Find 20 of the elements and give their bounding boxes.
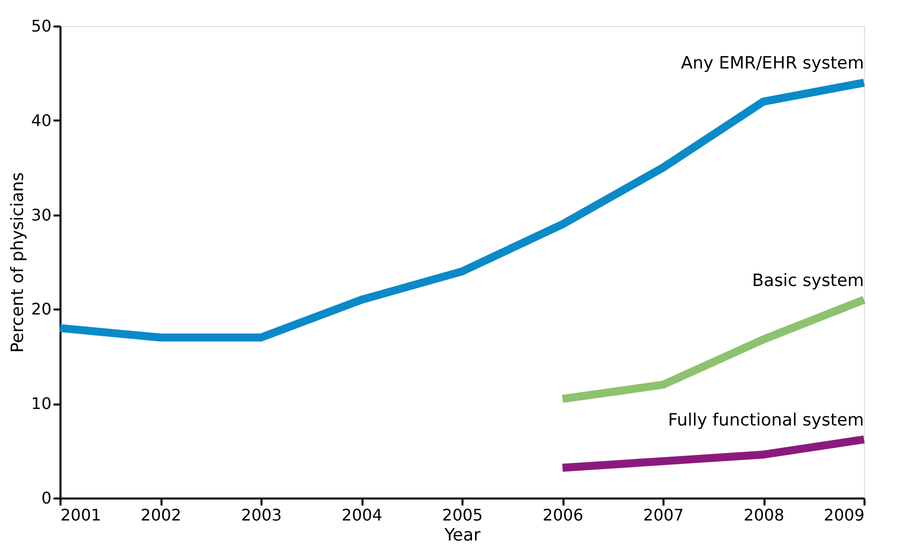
- y-axis-title: Percent of physicians: [8, 172, 28, 353]
- x-tick-label: 2009: [824, 506, 864, 524]
- y-tick-label: 10: [31, 394, 52, 414]
- series-label: Any EMR/EHR system: [680, 54, 864, 74]
- series-label: Fully functional system: [668, 410, 864, 430]
- y-tick-label: 40: [31, 110, 52, 130]
- x-tick-label: 2008: [744, 506, 784, 524]
- x-tick-label: 2006: [542, 506, 584, 524]
- y-tick-label: 30: [31, 205, 52, 224]
- x-axis-title: Year: [444, 526, 481, 546]
- x-tick-label: 2001: [60, 506, 102, 524]
- x-tick-label: 2005: [442, 506, 483, 524]
- x-tick-label: 2004: [342, 506, 382, 524]
- x-tick-label: 2003: [241, 506, 282, 524]
- y-tick-label: 20: [31, 300, 52, 319]
- x-tick-label: 2007: [643, 506, 684, 524]
- series-label: Basic system: [752, 270, 864, 291]
- y-tick-label: 50: [31, 16, 52, 36]
- x-tick-label: 2002: [140, 506, 182, 524]
- y-tick-label: 0: [41, 488, 52, 508]
